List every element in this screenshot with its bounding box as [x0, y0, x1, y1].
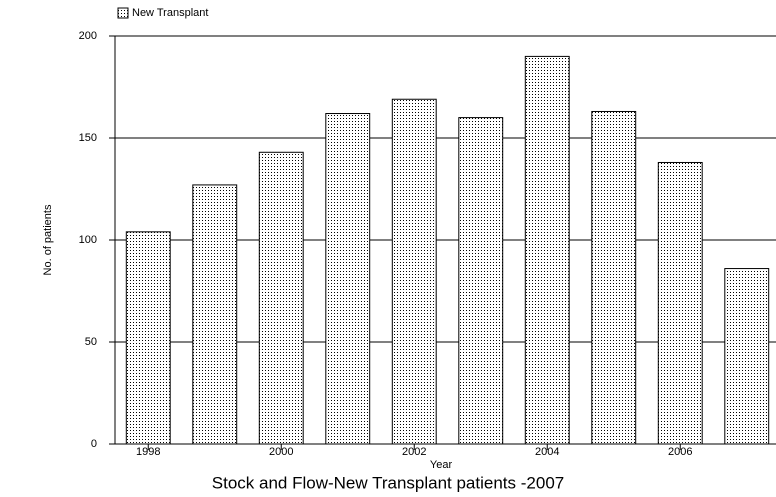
bar — [325, 113, 371, 445]
bar — [524, 55, 570, 445]
y-tick-label: 0 — [91, 438, 97, 450]
bar — [458, 117, 504, 445]
bar — [258, 151, 304, 445]
bar — [192, 184, 238, 445]
y-tick-label: 200 — [79, 30, 97, 42]
y-tick-label: 150 — [79, 132, 97, 144]
x-axis-label: Year — [430, 459, 453, 471]
legend-swatch — [117, 7, 129, 19]
y-tick-label: 50 — [85, 336, 97, 348]
x-tick-label: 2002 — [402, 446, 426, 458]
y-tick-label: 100 — [79, 234, 97, 246]
chart-title: Stock and Flow-New Transplant patients -… — [212, 473, 564, 492]
y-axis-label: No. of patients — [42, 204, 54, 275]
x-tick-label: 1998 — [136, 446, 160, 458]
legend-label: New Transplant — [132, 7, 208, 19]
bar — [724, 268, 770, 445]
bar — [125, 231, 171, 445]
bar — [591, 110, 637, 445]
x-tick-label: 2006 — [668, 446, 692, 458]
x-tick-label: 2004 — [535, 446, 559, 458]
bar — [657, 161, 703, 445]
x-tick-label: 2000 — [269, 446, 293, 458]
bar — [391, 98, 437, 445]
